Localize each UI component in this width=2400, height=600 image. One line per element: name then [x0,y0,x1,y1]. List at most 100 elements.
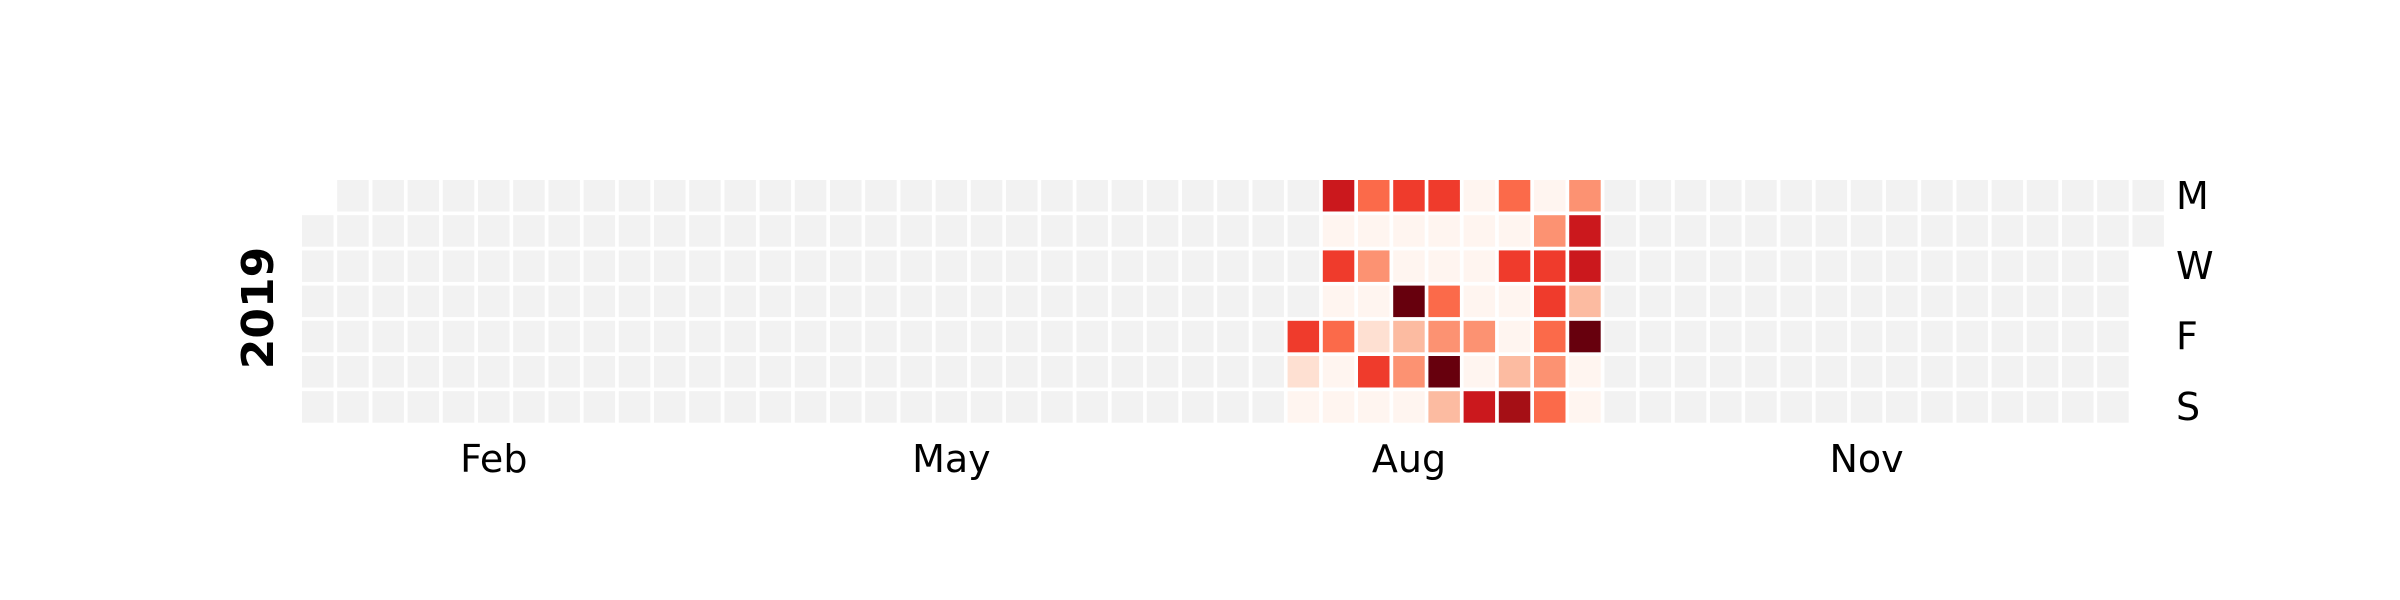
empty-day-cell [618,356,651,388]
empty-day-cell [2062,391,2094,423]
empty-day-cell [1604,250,1636,282]
empty-day-cell [337,391,369,423]
empty-day-cell [478,180,510,212]
empty-day-cell [1604,391,1636,423]
empty-day-cell [900,320,932,353]
empty-day-cell [794,356,827,388]
empty-day-cell [442,320,475,353]
empty-day-cell [513,180,545,212]
empty-day-cell [1041,356,1073,388]
empty-day-cell [1815,285,1848,318]
empty-day-cell [1041,391,1073,423]
empty-day-cell [865,215,897,247]
active-day-cell [1322,250,1355,282]
active-day-cell [1498,391,1531,423]
empty-day-cell [1710,250,1742,282]
empty-day-cell [583,391,616,423]
empty-day-cell [1850,320,1883,353]
empty-day-cell [1886,320,1918,353]
empty-day-cell [1217,391,1249,423]
empty-day-cell [1745,250,1777,282]
empty-day-cell [2097,215,2129,247]
active-day-cell [1534,215,1566,247]
empty-day-cell [548,320,580,353]
empty-day-cell [1921,250,1953,282]
empty-day-cell [548,391,580,423]
empty-day-cell [583,215,616,247]
empty-day-cell [970,180,1003,212]
empty-day-cell [830,180,862,212]
empty-day-cell [372,215,404,247]
empty-day-cell [1745,215,1777,247]
empty-day-cell [1710,320,1742,353]
empty-day-cell [865,285,897,318]
empty-day-cell [302,285,334,318]
empty-day-cell [1146,250,1179,282]
empty-day-cell [689,356,721,388]
empty-day-cell [1252,356,1284,388]
empty-day-cell [1111,320,1144,353]
empty-day-cell [1006,215,1038,247]
active-day-cell [1569,356,1601,388]
active-day-cell [1322,356,1355,388]
empty-day-cell [1639,215,1672,247]
empty-day-cell [407,250,440,282]
empty-day-cell [513,250,545,282]
empty-day-cell [1182,391,1214,423]
empty-day-cell [1674,356,1707,388]
empty-day-cell [970,320,1003,353]
empty-day-cell [618,180,651,212]
active-day-cell [1393,285,1425,318]
empty-day-cell [865,250,897,282]
active-day-cell [1463,285,1496,318]
empty-day-cell [1850,285,1883,318]
active-day-cell [1393,215,1425,247]
empty-day-cell [2097,250,2129,282]
empty-day-cell [1850,356,1883,388]
active-day-cell [1393,180,1425,212]
empty-day-cell [1041,250,1073,282]
empty-day-cell [1182,320,1214,353]
active-day-cell [1534,285,1566,318]
active-day-cell [1358,215,1390,247]
empty-day-cell [1745,356,1777,388]
empty-day-cell [2097,356,2129,388]
empty-day-cell [935,356,968,388]
empty-day-cell [2026,285,2059,318]
empty-day-cell [794,215,827,247]
empty-day-cell [1111,356,1144,388]
empty-day-cell [759,180,792,212]
empty-day-cell [1146,215,1179,247]
empty-day-cell [478,356,510,388]
empty-day-cell [1076,356,1108,388]
empty-day-cell [1604,356,1636,388]
empty-day-cell [2062,285,2094,318]
empty-day-cell [583,356,616,388]
empty-day-cell [1041,320,1073,353]
empty-day-cell [618,320,651,353]
year-label: 2019 [233,247,284,369]
empty-day-cell [1710,215,1742,247]
empty-day-cell [759,391,792,423]
month-label: Feb [460,437,527,481]
empty-day-cell [689,391,721,423]
empty-day-cell [1745,180,1777,212]
empty-day-cell [407,356,440,388]
empty-day-cell [583,180,616,212]
active-day-cell [1498,215,1531,247]
active-day-cell [1322,285,1355,318]
empty-day-cell [1041,215,1073,247]
empty-day-cell [1006,250,1038,282]
heatmap-cells [302,180,2164,423]
empty-day-cell [337,180,369,212]
empty-day-cell [1639,356,1672,388]
empty-day-cell [1287,215,1320,247]
empty-day-cell [1921,215,1953,247]
empty-day-cell [1921,320,1953,353]
empty-day-cell [1146,180,1179,212]
empty-day-cell [865,320,897,353]
empty-day-cell [1780,320,1812,353]
empty-day-cell [407,391,440,423]
empty-day-cell [1886,250,1918,282]
empty-day-cell [1815,180,1848,212]
